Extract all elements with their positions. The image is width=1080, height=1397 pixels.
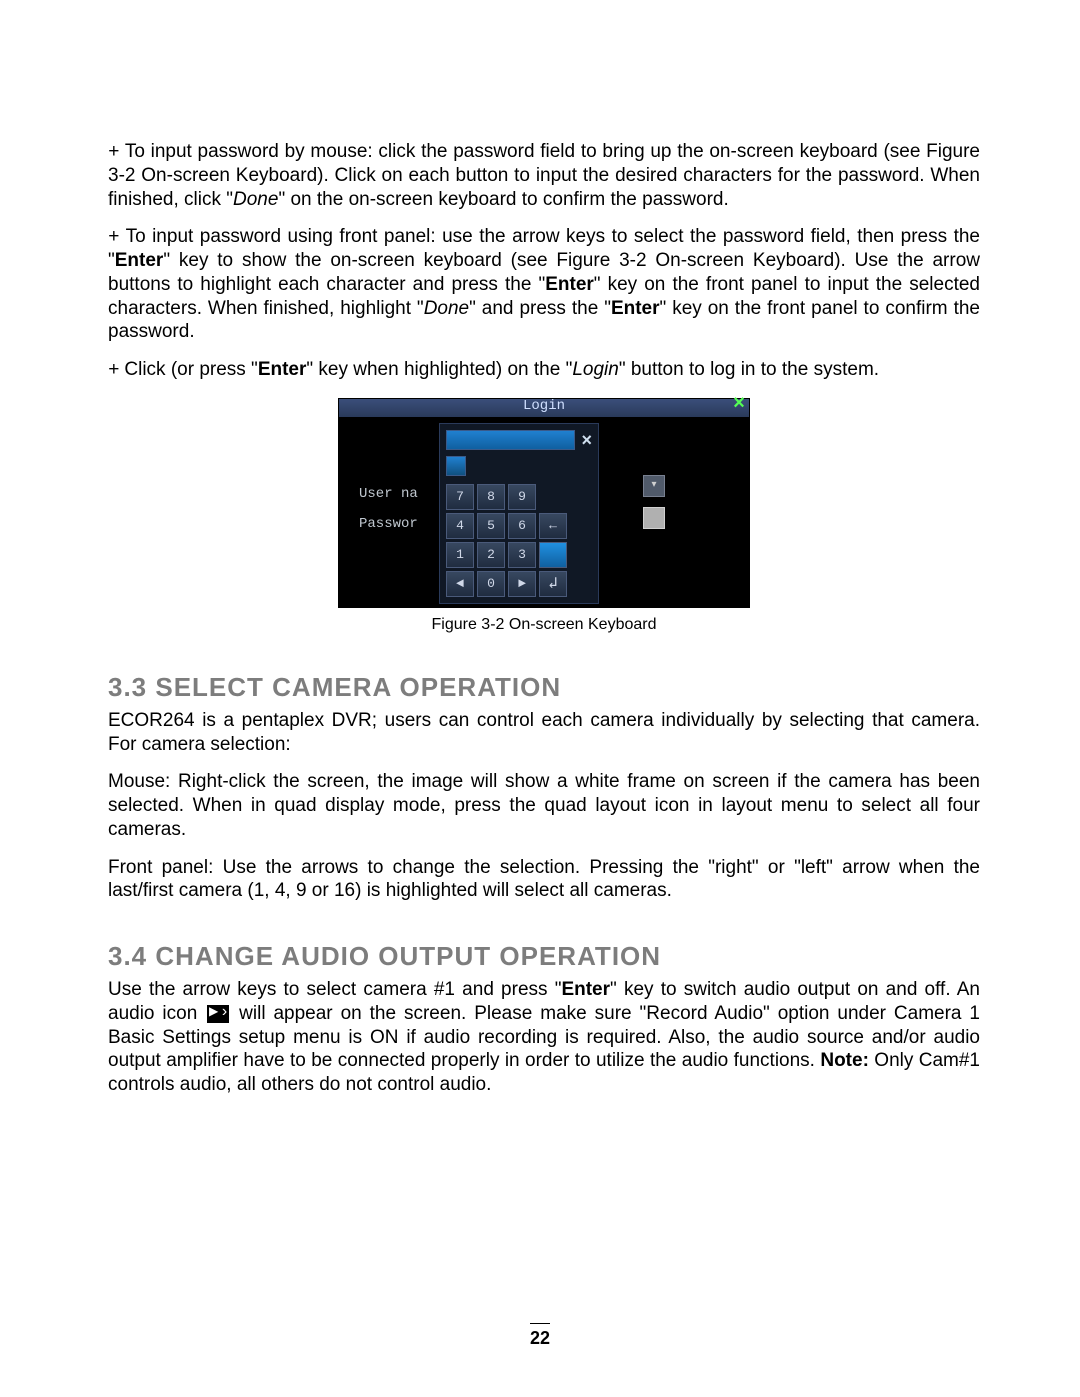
dropdown-button[interactable]: ▾ bbox=[643, 475, 665, 497]
key-2[interactable]: 2 bbox=[477, 542, 505, 568]
caps-key[interactable] bbox=[446, 456, 466, 476]
para-select-camera-intro: ECOR264 is a pentaplex DVR; users can co… bbox=[108, 709, 980, 757]
key-6[interactable]: 6 bbox=[508, 513, 536, 539]
login-window: Login × User na Passwor ▾ × bbox=[338, 398, 750, 608]
key-7[interactable]: 7 bbox=[446, 484, 474, 510]
key-5[interactable]: 5 bbox=[477, 513, 505, 539]
login-field-labels: User na Passwor bbox=[359, 479, 418, 539]
para-select-camera-frontpanel: Front panel: Use the arrows to change th… bbox=[108, 856, 980, 904]
key-0[interactable]: 0 bbox=[477, 571, 505, 597]
key-9[interactable]: 9 bbox=[508, 484, 536, 510]
speaker-icon bbox=[207, 1005, 229, 1023]
key-empty bbox=[539, 484, 567, 510]
para-select-camera-mouse: Mouse: Right-click the screen, the image… bbox=[108, 770, 980, 841]
figure-caption: Figure 3-2 On-screen Keyboard bbox=[108, 616, 980, 634]
keyboard-display bbox=[446, 430, 575, 450]
key-3[interactable]: 3 bbox=[508, 542, 536, 568]
key-backspace[interactable]: ← bbox=[539, 513, 567, 539]
close-icon[interactable]: × bbox=[733, 397, 745, 412]
para-password-mouse: + To input password by mouse: click the … bbox=[108, 140, 980, 211]
key-1[interactable]: 1 bbox=[446, 542, 474, 568]
plus-prefix: + bbox=[108, 226, 126, 247]
login-titlebar: Login × bbox=[339, 399, 749, 417]
section-3-3-title: 3.3 SELECT CAMERA OPERATION bbox=[108, 672, 980, 703]
keyboard-close-icon[interactable]: × bbox=[581, 433, 592, 447]
figure-osk: Login × User na Passwor ▾ × bbox=[108, 396, 980, 634]
key-8[interactable]: 8 bbox=[477, 484, 505, 510]
username-label: User na bbox=[359, 479, 418, 509]
para-audio-output: Use the arrow keys to select camera #1 a… bbox=[108, 978, 980, 1097]
login-title: Login bbox=[523, 398, 565, 414]
key-4[interactable]: 4 bbox=[446, 513, 474, 539]
password-indicator bbox=[643, 507, 665, 529]
para-password-frontpanel: + To input password using front panel: u… bbox=[108, 225, 980, 344]
key-highlight[interactable] bbox=[539, 542, 567, 568]
page-number: 22 bbox=[0, 1323, 1080, 1349]
onscreen-keyboard: × 7 8 9 4 5 6 ← 1 2 3 bbox=[439, 423, 599, 604]
plus-prefix: + bbox=[108, 359, 124, 380]
section-3-4-title: 3.4 CHANGE AUDIO OUTPUT OPERATION bbox=[108, 941, 980, 972]
key-left[interactable]: ◄ bbox=[446, 571, 474, 597]
para-login-click: + Click (or press "Enter" key when highl… bbox=[108, 358, 980, 382]
key-right[interactable]: ► bbox=[508, 571, 536, 597]
key-enter[interactable]: ↲ bbox=[539, 571, 567, 597]
password-label: Passwor bbox=[359, 509, 418, 539]
plus-prefix: + bbox=[108, 141, 125, 162]
